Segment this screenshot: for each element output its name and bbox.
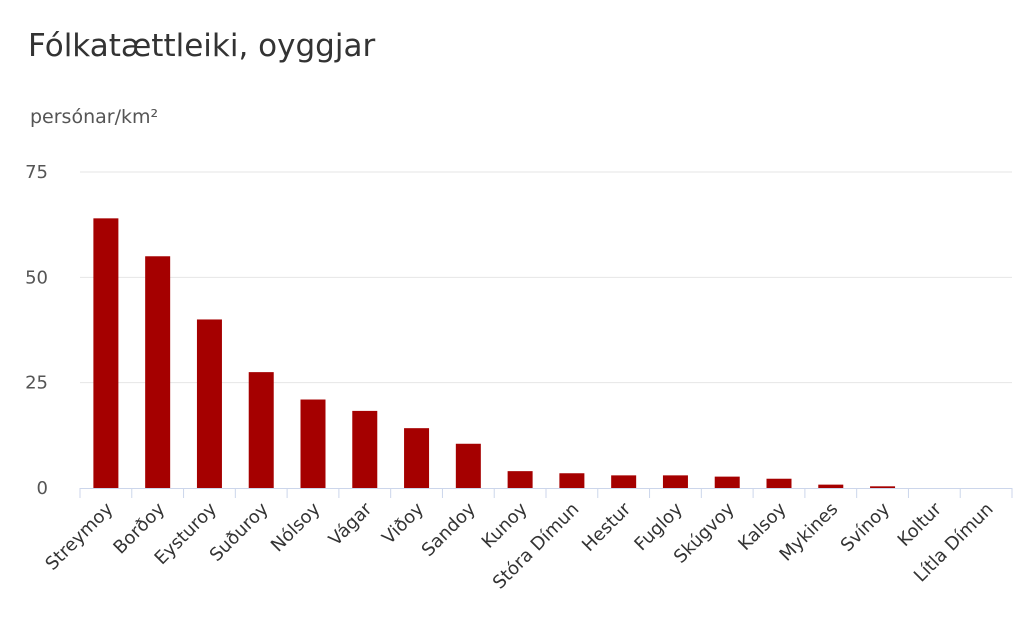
bar[interactable] <box>404 428 430 488</box>
bar[interactable] <box>766 478 792 488</box>
bar[interactable] <box>507 471 533 488</box>
y-tick-label: 0 <box>37 478 48 499</box>
bar[interactable] <box>818 484 844 488</box>
bar[interactable] <box>662 475 688 488</box>
x-axis <box>79 488 1013 498</box>
bar[interactable] <box>559 473 585 488</box>
bar[interactable] <box>352 410 378 488</box>
bar[interactable] <box>870 486 896 488</box>
y-tick-label: 25 <box>25 373 48 394</box>
y-tick-label: 50 <box>25 267 48 288</box>
x-category-label: Streymoy <box>41 498 117 574</box>
chart-title: Fólkatættleiki, oyggjar <box>28 28 376 64</box>
bar[interactable] <box>145 256 171 488</box>
x-category-label: Viðoy <box>378 498 428 548</box>
bar[interactable] <box>714 476 740 488</box>
x-category-label: Svínoy <box>837 498 895 556</box>
bar[interactable] <box>611 475 637 488</box>
x-category-label: Vágar <box>325 498 377 550</box>
bars <box>93 218 896 488</box>
bar[interactable] <box>248 372 274 488</box>
x-category-label: Hestur <box>578 498 636 556</box>
y-axis-unit-label: persónar/km² <box>30 106 159 128</box>
y-tick-label: 75 <box>25 162 48 183</box>
y-tick-labels: 0 25 50 75 <box>25 162 48 499</box>
bar[interactable] <box>196 319 222 488</box>
gridlines <box>80 171 1012 384</box>
bar[interactable] <box>300 399 326 488</box>
x-category-label: Nólsoy <box>267 498 325 556</box>
x-category-label: Sandoy <box>418 498 480 560</box>
bar[interactable] <box>455 443 481 488</box>
bar[interactable] <box>93 218 119 488</box>
